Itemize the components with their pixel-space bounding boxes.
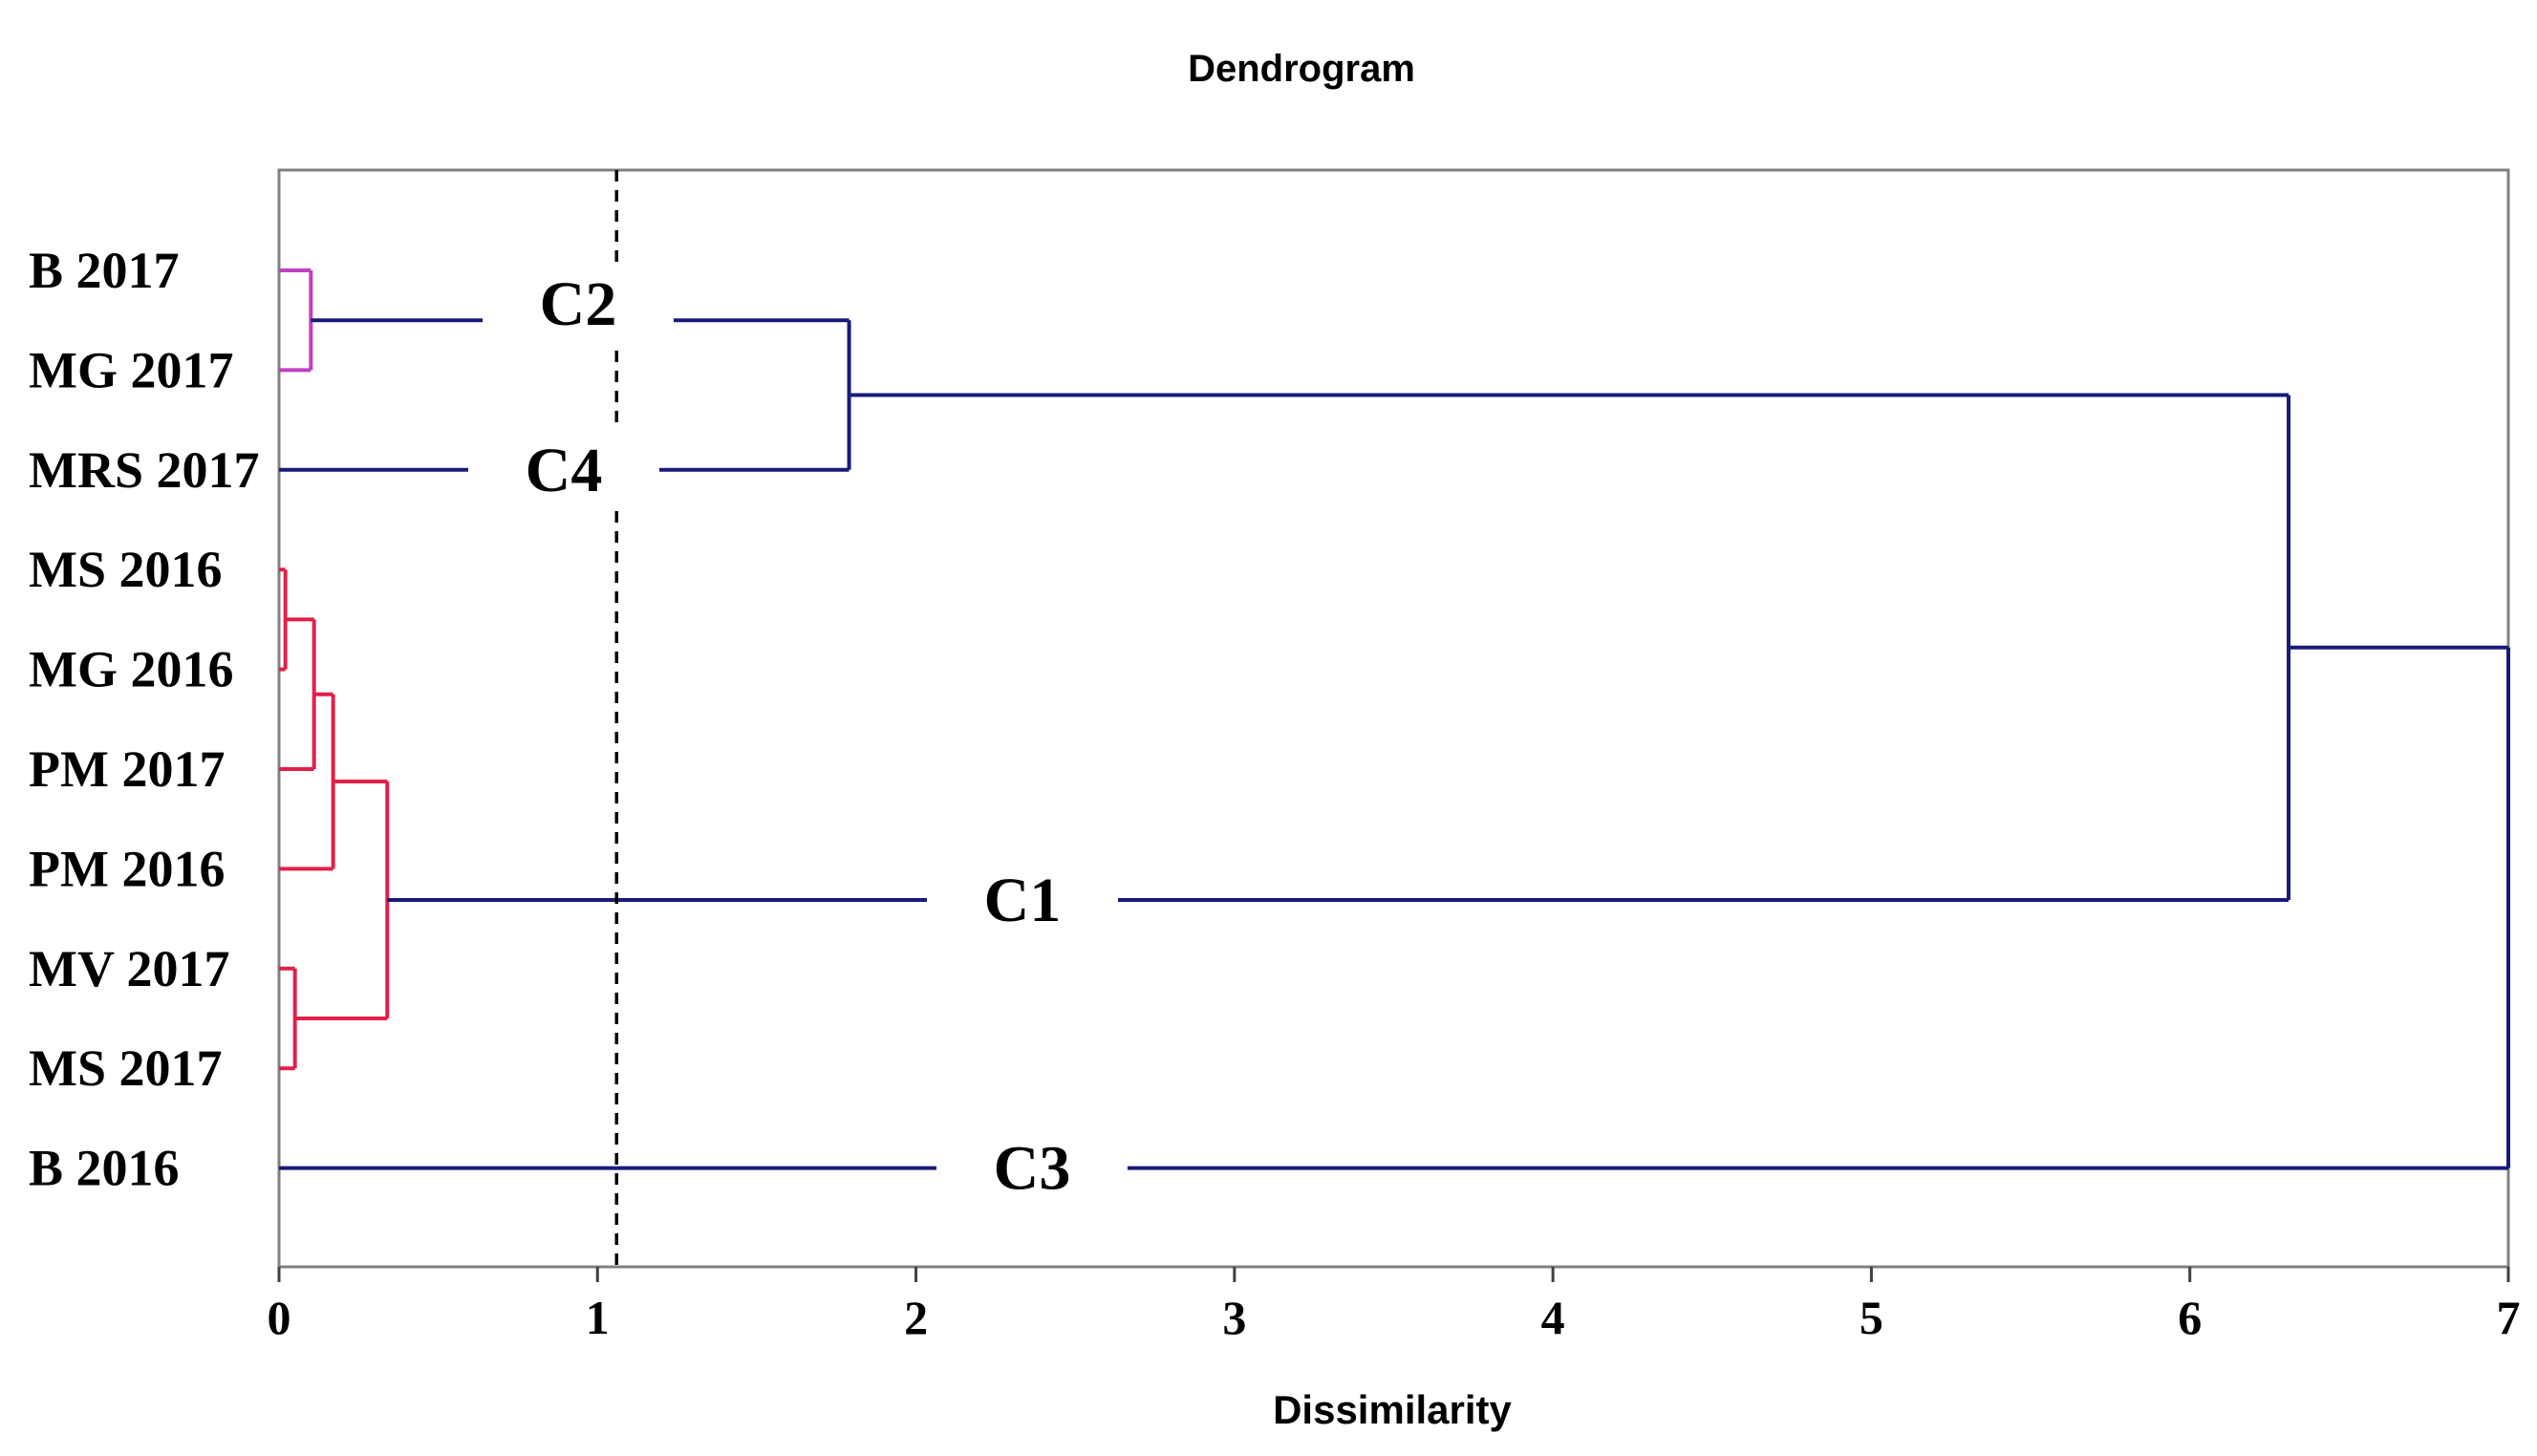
- x-tick-label: 0: [268, 1291, 291, 1344]
- leaf-label: MRS 2017: [29, 441, 260, 499]
- x-tick-label: 2: [904, 1291, 928, 1344]
- chart-title: Dendrogram: [1188, 48, 1415, 90]
- leaf-label: MS 2017: [29, 1039, 223, 1097]
- leaf-label: MS 2016: [29, 541, 223, 598]
- leaf-label: MG 2017: [29, 341, 233, 398]
- x-tick-label: 1: [586, 1291, 610, 1344]
- leaf-label: MV 2017: [29, 940, 230, 997]
- x-tick-label: 7: [2497, 1291, 2521, 1344]
- cluster-label: C1: [984, 866, 1062, 935]
- leaf-label: B 2017: [29, 242, 180, 299]
- cluster-label-bg: [483, 262, 674, 343]
- leaf-label: MG 2016: [29, 641, 233, 698]
- cluster-label-bg: [468, 427, 659, 508]
- leaf-label: PM 2017: [29, 740, 225, 798]
- x-tick-label: 6: [2178, 1291, 2202, 1344]
- x-tick-label: 4: [1541, 1291, 1565, 1344]
- cluster-label-bg: [936, 1125, 1128, 1207]
- leaf-label: B 2016: [29, 1140, 180, 1197]
- leaf-label: PM 2016: [29, 840, 225, 897]
- cluster-label: C2: [540, 269, 617, 339]
- plot-area: 0 1 2 3 4 5 6 7 B 2017 MG 2017 MRS 2017 MS 2016 MG 2…: [29, 168, 2521, 1344]
- x-tick-label: 5: [1860, 1291, 1883, 1344]
- cluster-label: C4: [526, 436, 603, 505]
- x-tick-label: 3: [1222, 1291, 1246, 1344]
- x-axis-label: Dissimilarity: [1273, 1387, 1512, 1432]
- cluster-label: C3: [994, 1134, 1071, 1204]
- cluster-label-bg: [927, 858, 1118, 939]
